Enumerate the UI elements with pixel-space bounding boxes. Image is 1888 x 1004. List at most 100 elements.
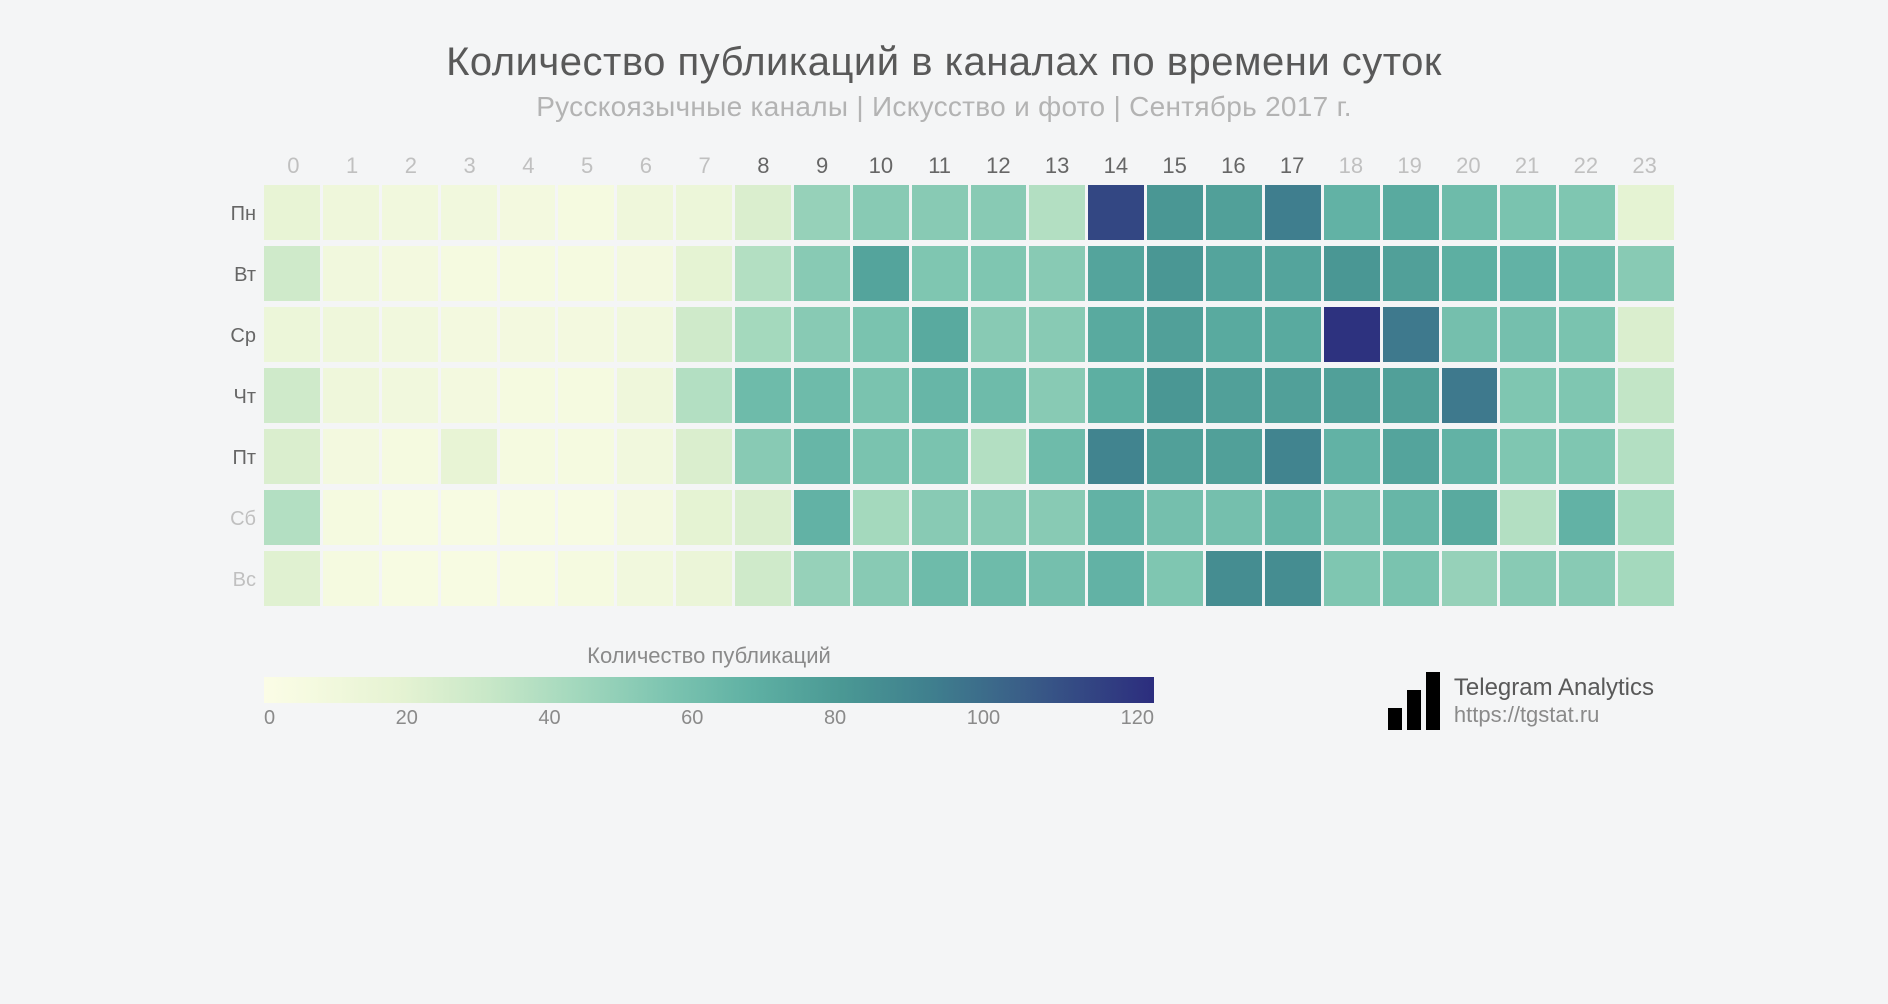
heatmap-cell	[323, 490, 379, 545]
heatmap-cell	[1442, 368, 1498, 423]
heatmap-cell	[1029, 429, 1085, 484]
heatmap-cell	[1088, 429, 1144, 484]
y-axis-label: Сб	[216, 508, 256, 531]
heatmap-cell	[735, 185, 791, 240]
heatmap-cell	[500, 490, 556, 545]
heatmap-cell	[323, 429, 379, 484]
heatmap-cell	[1029, 307, 1085, 362]
heatmap-cell	[1147, 490, 1203, 545]
heatmap-cell	[735, 551, 791, 606]
heatmap-cell	[500, 246, 556, 301]
brand-url: https://tgstat.ru	[1454, 702, 1654, 728]
heatmap-cell	[912, 368, 968, 423]
heatmap-cell	[1088, 551, 1144, 606]
heatmap-cell	[971, 185, 1027, 240]
heatmap-cell	[1618, 490, 1674, 545]
heatmap-cell	[1029, 368, 1085, 423]
heatmap-cell	[264, 429, 320, 484]
heatmap-cell	[1442, 490, 1498, 545]
heatmap-row: Пн	[264, 185, 1674, 243]
heatmap-row: Вт	[264, 246, 1674, 304]
heatmap-cell	[1383, 246, 1439, 301]
y-axis-label: Вт	[216, 264, 256, 287]
heatmap-cell	[1029, 551, 1085, 606]
heatmap-cell	[1618, 307, 1674, 362]
heatmap-cell	[441, 490, 497, 545]
x-axis-label: 3	[440, 153, 499, 179]
heatmap-cell	[1618, 185, 1674, 240]
heatmap-cell	[1147, 246, 1203, 301]
heatmap-cell	[794, 307, 850, 362]
legend-gradient-bar	[264, 677, 1154, 703]
legend-tick: 0	[264, 707, 275, 730]
heatmap-cell	[853, 551, 909, 606]
heatmap-cell	[853, 490, 909, 545]
x-axis-label: 13	[1028, 153, 1087, 179]
x-axis-label: 15	[1145, 153, 1204, 179]
heatmap-cell	[1265, 185, 1321, 240]
heatmap-cell	[912, 185, 968, 240]
heatmap-cell	[1147, 429, 1203, 484]
x-axis-label: 2	[382, 153, 441, 179]
heatmap-cell	[441, 246, 497, 301]
heatmap-cell	[971, 429, 1027, 484]
heatmap-cell	[1029, 185, 1085, 240]
heatmap-cell	[500, 551, 556, 606]
legend-tick: 40	[538, 707, 560, 730]
heatmap-cell	[558, 246, 614, 301]
heatmap-cell	[1442, 551, 1498, 606]
heatmap-cell	[676, 490, 732, 545]
heatmap-cell	[617, 490, 673, 545]
heatmap-cell	[971, 490, 1027, 545]
heatmap-cell	[323, 368, 379, 423]
heatmap-cell	[617, 368, 673, 423]
y-axis-label: Пт	[216, 447, 256, 470]
heatmap-cell	[1442, 185, 1498, 240]
heatmap-cell	[264, 368, 320, 423]
x-axis: 01234567891011121314151617181920212223	[264, 153, 1674, 179]
heatmap-cell	[735, 429, 791, 484]
heatmap-cell	[1265, 368, 1321, 423]
heatmap-cell	[500, 429, 556, 484]
heatmap-rows: ПнВтСрЧтПтСбВс	[264, 185, 1674, 609]
heatmap-cell	[617, 429, 673, 484]
y-axis-label: Чт	[216, 386, 256, 409]
heatmap-cell	[1500, 368, 1556, 423]
heatmap-cell	[1618, 429, 1674, 484]
brand-name: Telegram Analytics	[1454, 674, 1654, 702]
x-axis-label: 8	[734, 153, 793, 179]
heatmap-row: Вс	[264, 551, 1674, 609]
heatmap-cell	[558, 551, 614, 606]
heatmap-cell	[382, 368, 438, 423]
heatmap-cell	[441, 429, 497, 484]
heatmap-cell	[794, 429, 850, 484]
heatmap-cell	[382, 490, 438, 545]
heatmap-cell	[1618, 551, 1674, 606]
heatmap-cell	[1029, 490, 1085, 545]
heatmap-cell	[1206, 368, 1262, 423]
heatmap-cell	[1559, 551, 1615, 606]
heatmap-cell	[1206, 490, 1262, 545]
heatmap: 01234567891011121314151617181920212223 П…	[264, 153, 1674, 609]
x-axis-label: 20	[1439, 153, 1498, 179]
heatmap-cell	[382, 551, 438, 606]
heatmap-cell	[971, 246, 1027, 301]
heatmap-cell	[617, 246, 673, 301]
heatmap-cell	[1324, 490, 1380, 545]
heatmap-cell	[323, 246, 379, 301]
heatmap-cell	[1618, 368, 1674, 423]
heatmap-cell	[441, 551, 497, 606]
heatmap-cell	[617, 307, 673, 362]
heatmap-cell	[441, 307, 497, 362]
heatmap-cell	[1265, 490, 1321, 545]
heatmap-cell	[1442, 246, 1498, 301]
x-axis-label: 1	[323, 153, 382, 179]
heatmap-cell	[1265, 551, 1321, 606]
heatmap-cell	[1383, 307, 1439, 362]
x-axis-label: 12	[969, 153, 1028, 179]
heatmap-cell	[971, 551, 1027, 606]
heatmap-cell	[912, 429, 968, 484]
legend-tick: 120	[1121, 707, 1154, 730]
legend-tick: 100	[967, 707, 1000, 730]
heatmap-cell	[382, 185, 438, 240]
